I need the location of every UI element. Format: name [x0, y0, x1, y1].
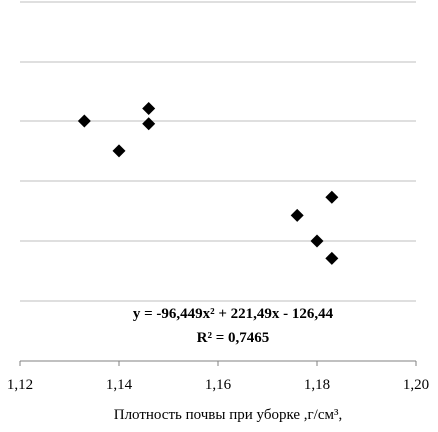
data-point-5: [310, 234, 324, 248]
data-point-6: [325, 190, 339, 204]
x-axis: [19, 360, 417, 366]
x-tick-labels: 1,12 1,14 1,16 1,18 1,20: [7, 377, 429, 393]
data-points: [77, 102, 339, 265]
x-tick-label-1: 1,14: [106, 377, 133, 393]
data-point-7: [325, 251, 339, 265]
data-point-2: [142, 102, 156, 116]
x-axis-title: Плотность почвы при уборке ,г/см³,: [114, 407, 343, 423]
data-point-3: [142, 117, 156, 131]
data-point-0: [77, 114, 91, 128]
x-tick-label-0: 1,12: [7, 377, 33, 393]
data-point-1: [112, 144, 126, 158]
x-tick-label-3: 1,18: [304, 377, 330, 393]
x-tick-label-4: 1,20: [403, 377, 429, 393]
data-point-4: [290, 208, 304, 222]
r-squared-label: R² = 0,7465: [197, 330, 270, 346]
trendline-equation: y = -96,449x² + 221,49x - 126,44: [133, 306, 334, 322]
x-tick-label-2: 1,16: [205, 377, 232, 393]
gridlines: [20, 1, 416, 302]
